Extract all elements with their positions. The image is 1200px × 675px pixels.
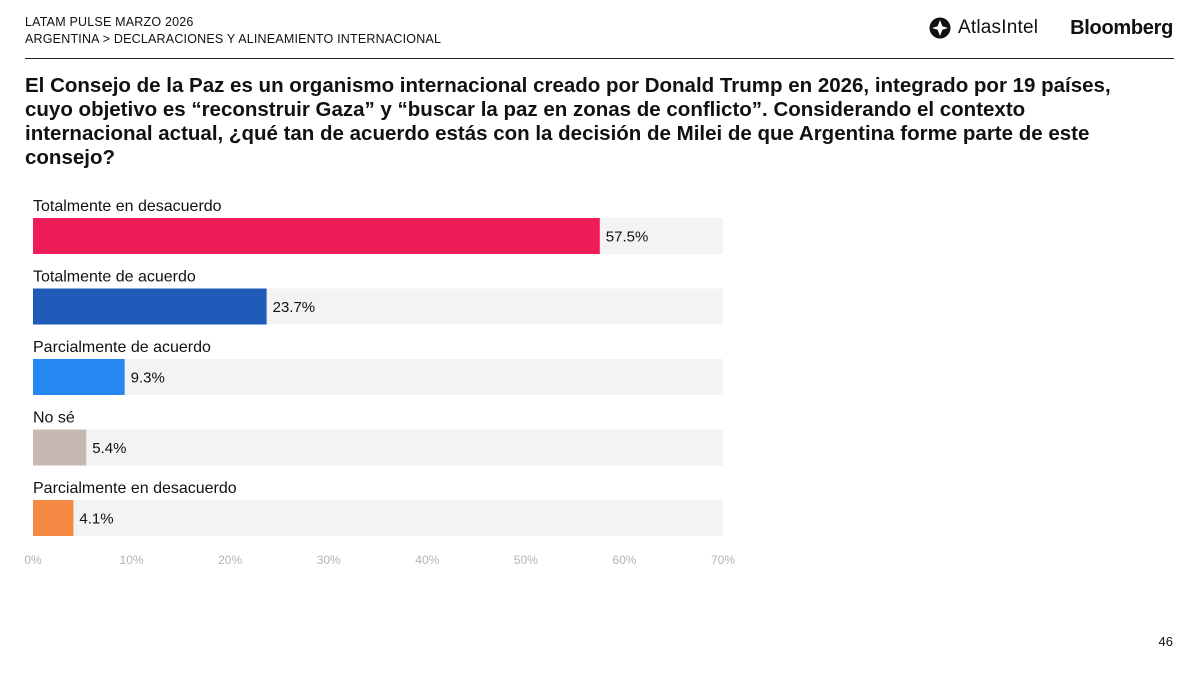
bar-track — [33, 359, 723, 395]
bloomberg-logo: Bloomberg — [1070, 16, 1173, 39]
page-number: 46 — [1158, 634, 1173, 649]
category-label: No sé — [33, 410, 75, 427]
x-tick-label: 30% — [317, 553, 341, 567]
x-tick-label: 40% — [415, 553, 439, 567]
bar — [33, 429, 87, 466]
report-title: LATAM PULSE MARZO 2026 — [25, 15, 194, 29]
bar — [33, 500, 74, 536]
category-label: Parcialmente en desacuerdo — [33, 480, 237, 497]
breadcrumb: ARGENTINA > DECLARACIONES Y ALINEAMIENTO… — [25, 32, 442, 46]
bar-value-label: 4.1% — [79, 511, 113, 528]
atlasintel-wordmark: AtlasIntel — [957, 17, 1039, 38]
category-label: Totalmente de acuerdo — [33, 269, 196, 286]
bar — [33, 218, 600, 254]
x-tick-label: 70% — [711, 553, 735, 567]
question-text: El Consejo de la Paz es un organismo int… — [25, 74, 1111, 169]
x-tick-label: 20% — [218, 553, 242, 567]
category-label: Totalmente en desacuerdo — [33, 198, 222, 215]
bar-value-label: 57.5% — [606, 229, 649, 246]
bar-value-label: 9.3% — [131, 370, 165, 387]
report-header: LATAM PULSE MARZO 2026 ARGENTINA > DECLA… — [25, 14, 441, 48]
x-tick-label: 0% — [24, 553, 42, 567]
bar-track — [33, 500, 723, 536]
bar-value-label: 23.7% — [273, 299, 316, 316]
bar — [33, 359, 125, 395]
header-divider — [25, 58, 1174, 59]
atlas-icon — [929, 17, 951, 39]
category-label: Parcialmente de acuerdo — [33, 339, 211, 356]
logos: AtlasIntel Bloomberg — [928, 16, 1173, 40]
x-tick-label: 50% — [514, 553, 538, 567]
x-tick-label: 10% — [120, 553, 144, 567]
bar — [33, 288, 267, 325]
bar-track — [33, 429, 723, 466]
atlasintel-logo: AtlasIntel — [928, 16, 1038, 40]
x-tick-label: 60% — [612, 553, 636, 567]
bar-value-label: 5.4% — [92, 440, 126, 457]
